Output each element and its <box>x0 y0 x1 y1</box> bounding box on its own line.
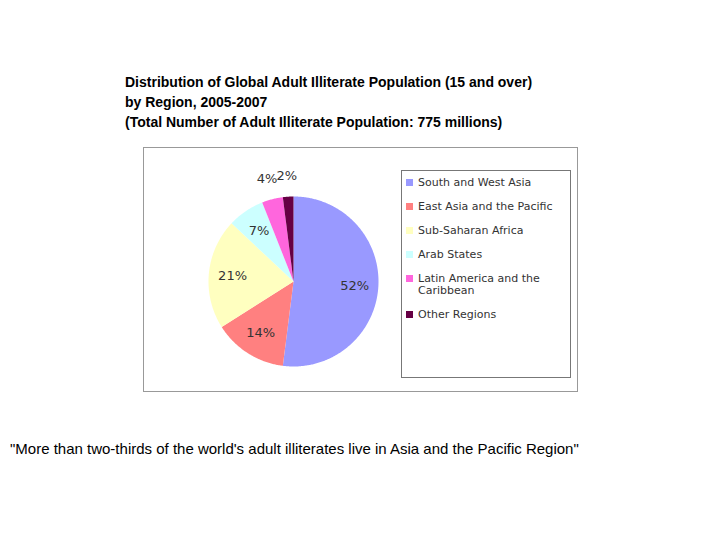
html-text:"More than two-thirds of the w: "More than two-thirds of the world's adu… <box>10 440 579 457</box>
html-text:Sub-Saharan Africa: Sub-Saharan Africa <box>418 224 524 237</box>
svg-text:52%: 52% <box>340 278 369 293</box>
html-text:Arab States: Arab States <box>418 248 483 261</box>
svg-text:14%: 14% <box>246 325 275 340</box>
html-text:Other Regions: Other Regions <box>418 308 497 321</box>
svg-text:4%: 4% <box>257 171 278 186</box>
svg-text:7%: 7% <box>249 223 270 238</box>
html-text:(Total Number of Adult Illiter: (Total Number of Adult Illiterate Popula… <box>125 114 503 130</box>
html-text:South and West Asia: South and West Asia <box>418 176 532 189</box>
svg-text:2%: 2% <box>277 168 298 183</box>
svg-text:21%: 21% <box>218 268 247 283</box>
html-text:Latin America and the Caribbea: Latin America and the Caribbean <box>418 272 540 297</box>
html-text:Distribution of Global Adult I: Distribution of Global Adult Illiterate … <box>125 74 533 110</box>
html-text:East Asia and the Pacific: East Asia and the Pacific <box>418 200 553 213</box>
